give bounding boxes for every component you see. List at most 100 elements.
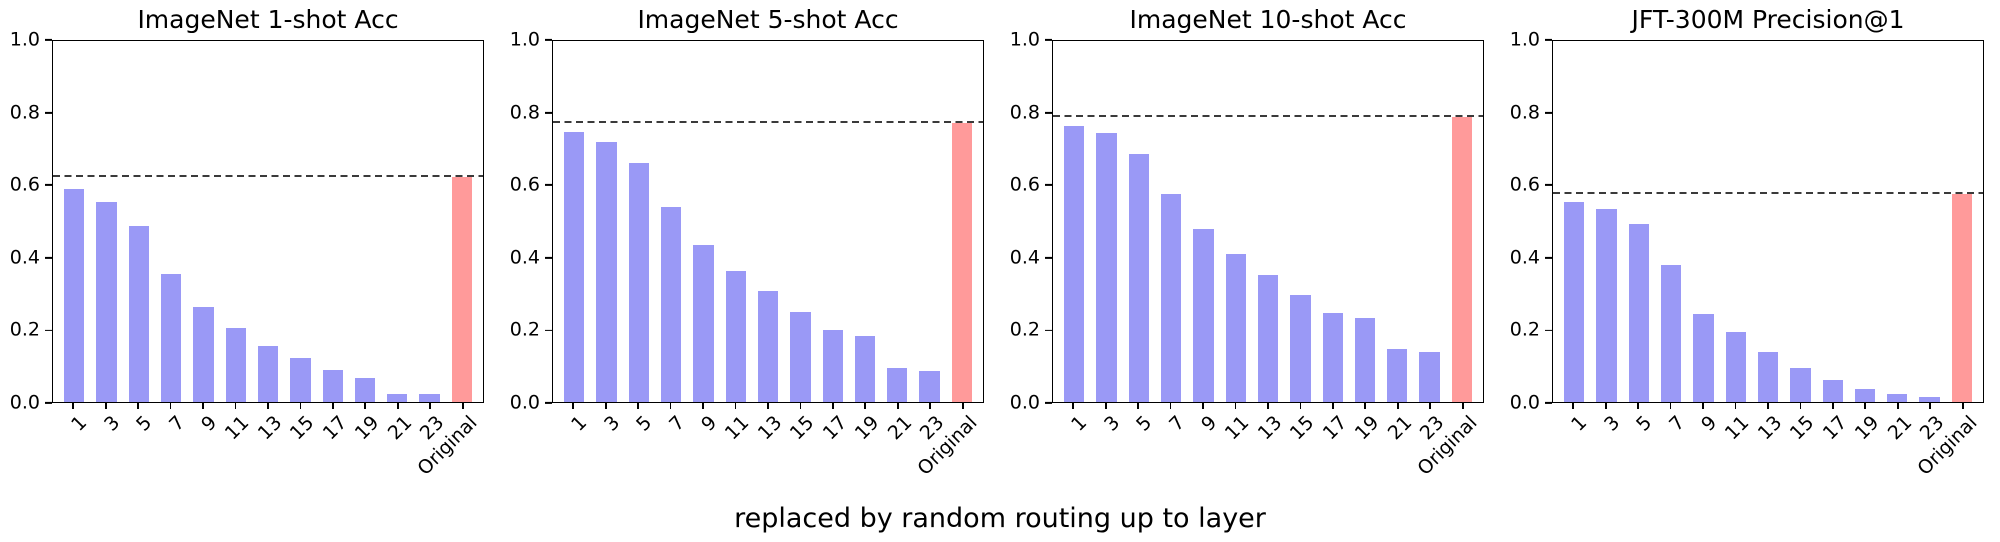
- bar-23: [919, 370, 940, 402]
- x-tick-cell: 9: [687, 403, 722, 493]
- x-tick-label: 7: [164, 411, 189, 436]
- x-tick-cell: 5: [622, 403, 656, 493]
- y-tick-mark: [1045, 329, 1052, 332]
- x-tick-mark: [267, 403, 269, 409]
- x-tick-labels: 1 3 5 7 9 11 13 15 17 19 21 23 Original: [52, 403, 484, 493]
- bar-3: [1096, 133, 1117, 402]
- x-tick-cell: 1: [1057, 403, 1091, 493]
- x-tick-label: 11: [1221, 411, 1254, 445]
- y-tick-label: 0.6: [9, 173, 40, 196]
- x-tick-label: 19: [350, 411, 384, 445]
- bar-7: [1660, 265, 1682, 402]
- x-tick-label: 3: [599, 411, 624, 436]
- bar-1: [64, 189, 85, 402]
- bar-Original: [1451, 116, 1473, 402]
- x-tick-cell: 17: [1317, 403, 1351, 493]
- x-tick-cell: 7: [1154, 403, 1189, 493]
- bar-15: [1790, 367, 1811, 402]
- bar-9: [693, 244, 714, 402]
- y-tick-label: 1.0: [1509, 28, 1540, 51]
- x-tick-label: 9: [697, 411, 722, 436]
- bar-13: [1757, 352, 1779, 402]
- x-tick-label: 13: [1253, 411, 1287, 445]
- x-tick-mark: [1572, 403, 1575, 409]
- x-tick-label: 1: [1567, 411, 1592, 436]
- x-tick-label: 9: [1697, 411, 1722, 436]
- x-tick-label: 7: [1164, 411, 1189, 436]
- x-tick-cell: 3: [89, 403, 124, 493]
- x-tick-mark: [1234, 403, 1237, 409]
- baseline-dashed-line: [1553, 191, 1983, 194]
- subplot-jft300m-precision: JFT-300M Precision@1 0.0 0.2 0.4 0.6 0.8 1.0 …: [1500, 0, 2000, 500]
- x-tick-mark: [1396, 403, 1399, 409]
- x-tick-label: 7: [664, 411, 689, 436]
- x-tick-label: 17: [1818, 411, 1852, 445]
- bar-17: [1822, 379, 1843, 402]
- y-tick-mark: [1045, 402, 1052, 404]
- y-tick-label: 0.0: [1509, 391, 1540, 414]
- x-tick-cell: 7: [654, 403, 689, 493]
- y-tick-mark: [1545, 329, 1552, 332]
- chart-title: ImageNet 10-shot Acc: [1129, 5, 1407, 34]
- bar-3: [1596, 208, 1617, 402]
- x-tick-label: 21: [1883, 411, 1917, 445]
- x-tick-mark: [104, 403, 107, 409]
- y-tick-label: 0.2: [1509, 318, 1540, 341]
- y-tick-label: 0.4: [1509, 246, 1540, 269]
- bar-23: [1419, 352, 1440, 402]
- x-tick-mark: [1831, 403, 1834, 409]
- bar-9: [193, 307, 214, 402]
- bar-7: [1160, 193, 1182, 402]
- x-tick-mark: [137, 403, 139, 409]
- x-tick-cell: 17: [1817, 403, 1852, 493]
- subplot-imagenet-5shot: ImageNet 5-shot Acc 0.0 0.2 0.4 0.6 0.8 1.0 1…: [500, 0, 1000, 500]
- y-axis: 0.0 0.2 0.4 0.6 0.8 1.0: [0, 30, 52, 412]
- y-tick-mark: [1545, 39, 1552, 41]
- bar-11: [225, 328, 246, 402]
- x-tick-mark: [72, 403, 75, 409]
- y-axis: 0.0 0.2 0.4 0.6 0.8 1.0: [1500, 30, 1552, 412]
- x-tick-mark: [1202, 403, 1204, 409]
- bar-5: [1628, 224, 1649, 402]
- x-tick-mark: [1331, 403, 1334, 409]
- x-tick-cell: 23: [914, 403, 949, 493]
- y-tick-mark: [45, 402, 52, 404]
- y-tick-label: 0.8: [9, 101, 40, 124]
- x-tick-label: 11: [721, 411, 754, 445]
- x-tick-label: 13: [753, 411, 787, 445]
- x-tick-label: 7: [1664, 411, 1689, 436]
- bar-21: [1887, 393, 1908, 402]
- x-tick-labels: 1 3 5 7 9 11 13 15 17 19 21 23 Original: [1052, 403, 1484, 493]
- x-tick-cell: 1: [1557, 403, 1592, 493]
- figure-x-axis-label: replaced by random routing up to layer: [734, 503, 1266, 534]
- x-tick-mark: [1799, 403, 1802, 409]
- y-tick-mark: [545, 329, 552, 332]
- y-tick-mark: [45, 256, 52, 259]
- x-tick-cell: 19: [849, 403, 884, 493]
- x-tick-label: 5: [1632, 411, 1657, 436]
- bar-19: [354, 378, 376, 402]
- bar-3: [96, 201, 117, 402]
- x-tick-mark: [202, 403, 204, 409]
- x-tick-cell: 9: [1687, 403, 1722, 493]
- bar-19: [854, 336, 876, 402]
- bar-Original: [1951, 193, 1973, 402]
- x-tick-cell: Original: [413, 403, 481, 493]
- plot-area: [1052, 40, 1484, 403]
- bar-11: [1225, 253, 1246, 402]
- x-tick-cell: 23: [1914, 403, 1949, 493]
- x-tick-mark: [364, 403, 367, 409]
- x-tick-mark: [896, 403, 899, 409]
- plot-area: [552, 40, 984, 403]
- x-tick-cell: 3: [1089, 403, 1124, 493]
- x-tick-label: 9: [1197, 411, 1222, 436]
- bar-7: [660, 207, 682, 402]
- y-tick-mark: [545, 111, 552, 114]
- x-tick-label: 3: [1099, 411, 1124, 436]
- baseline-dashed-line: [553, 120, 983, 123]
- y-tick-label: 1.0: [9, 28, 40, 51]
- x-tick-mark: [1702, 403, 1704, 409]
- y-tick-label: 0.2: [1009, 318, 1040, 341]
- x-tick-label: 21: [383, 411, 417, 445]
- y-tick-mark: [45, 184, 52, 187]
